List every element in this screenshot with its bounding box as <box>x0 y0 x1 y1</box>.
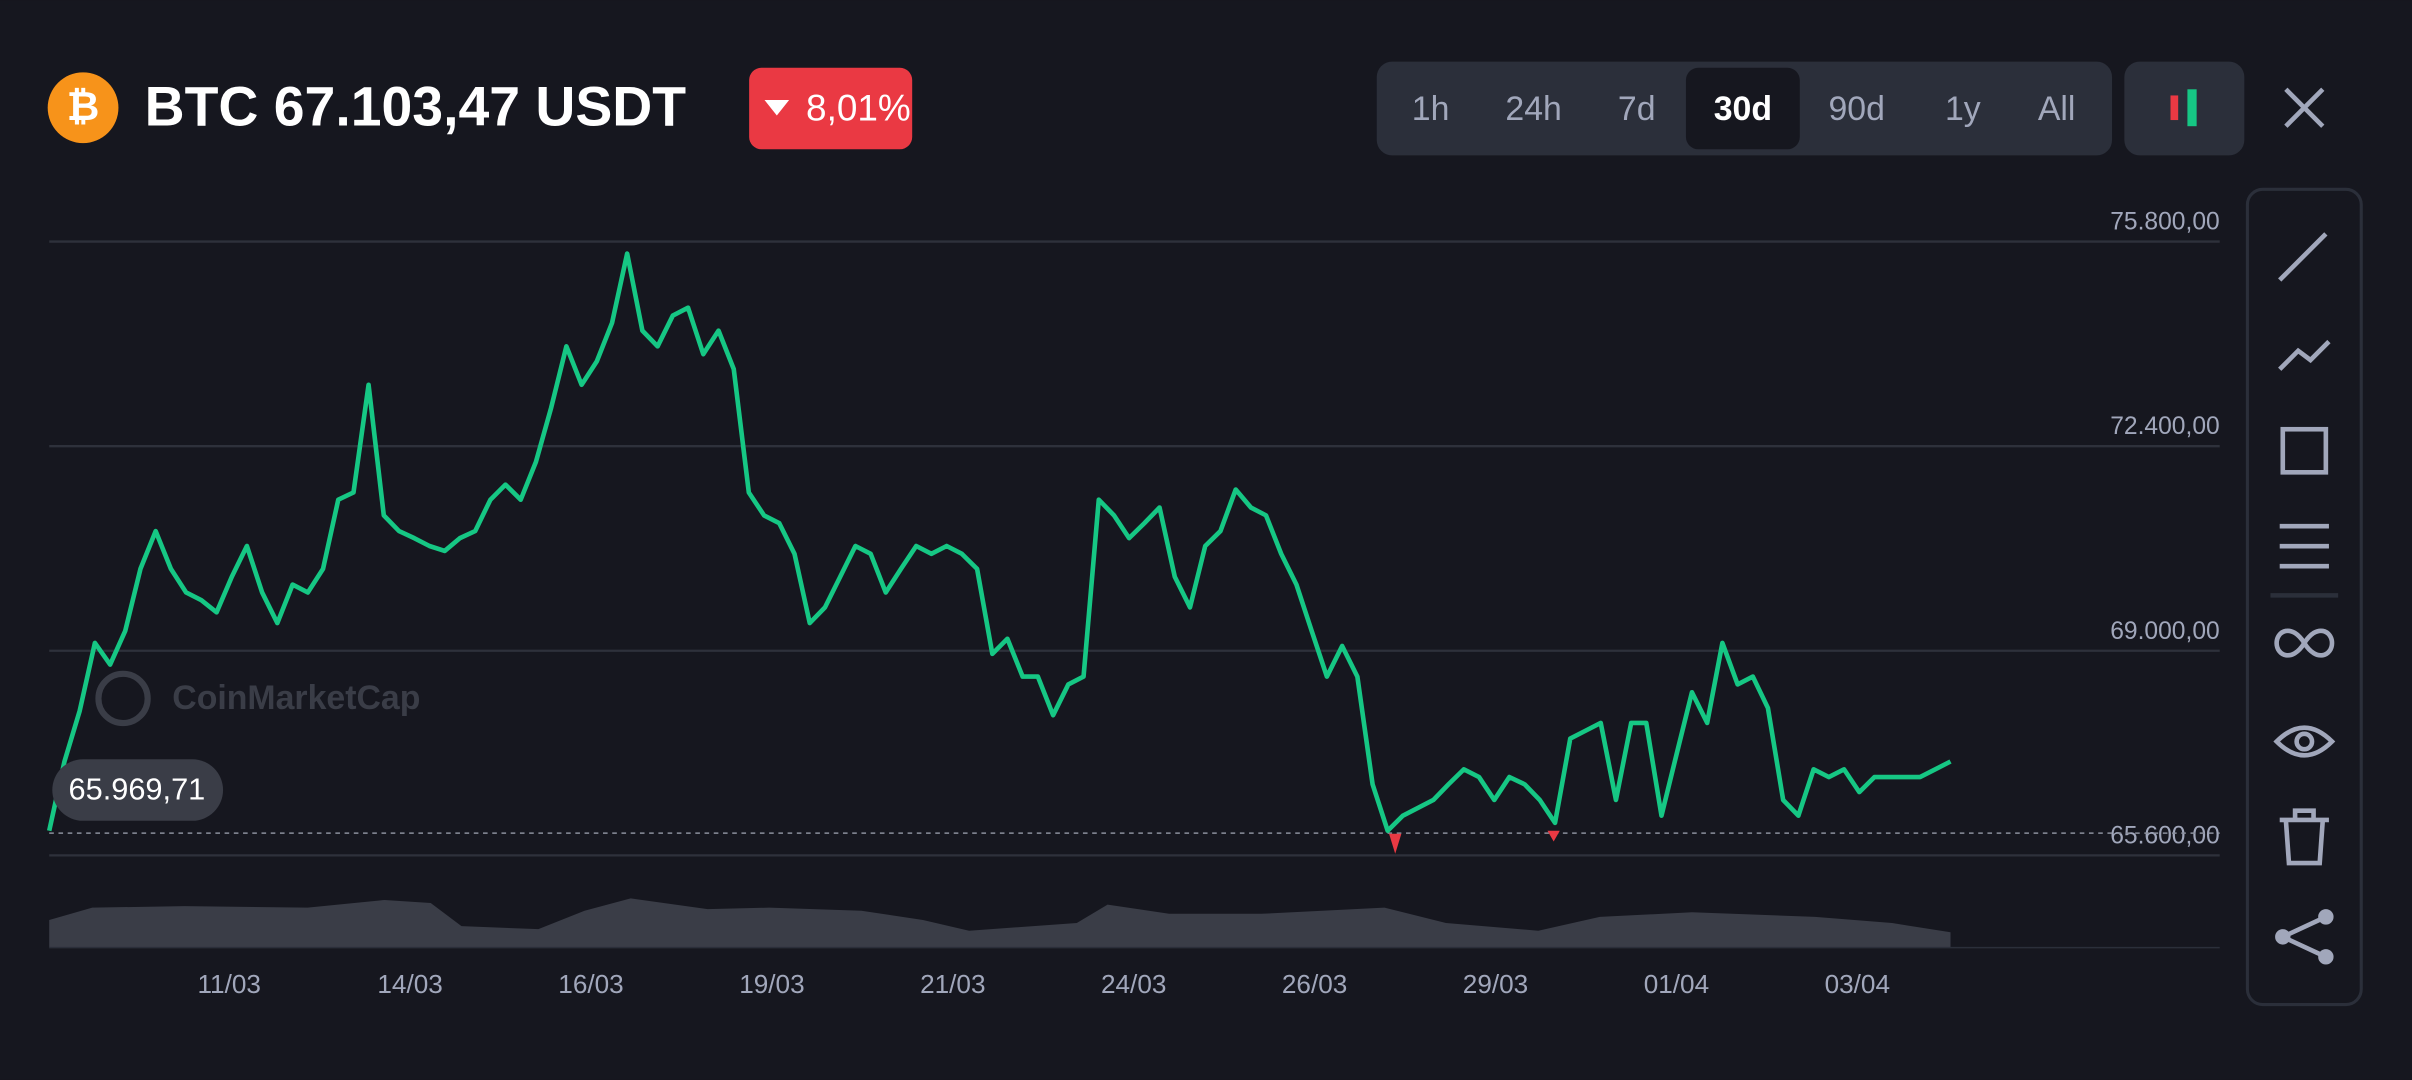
candle-icon <box>2187 89 2197 127</box>
x-tick-label: 24/03 <box>1101 969 1166 999</box>
change-badge <box>749 67 913 150</box>
close-button[interactable] <box>2284 87 2325 128</box>
range-button[interactable]: 30d <box>1714 90 1772 128</box>
tool-line[interactable] <box>2278 232 2328 282</box>
range-button[interactable]: 1h <box>1412 90 1450 128</box>
chart-type-button[interactable] <box>2124 61 2245 156</box>
dot <box>2318 949 2334 965</box>
x-tick-label: 03/04 <box>1825 969 1890 999</box>
y-tick-label: 65.600,00 <box>2110 822 2219 849</box>
dot <box>2275 929 2291 945</box>
dot <box>2318 909 2334 925</box>
x-tick-label: 19/03 <box>739 969 804 999</box>
range-active <box>1685 67 1800 150</box>
y-tick-label: 72.400,00 <box>2110 413 2219 440</box>
toolbar-icons <box>2270 232 2339 959</box>
x-tick-label: 01/04 <box>1644 969 1709 999</box>
coin-icon <box>47 72 119 144</box>
share-dots <box>2275 909 2334 965</box>
candle-icon <box>2170 95 2179 121</box>
range-button[interactable]: 7d <box>1618 90 1656 128</box>
range-buttons: 1h 24h 7d 30d 90d 1y All <box>1412 67 2076 150</box>
x-tick-label: 16/03 <box>558 969 623 999</box>
watermark-logo <box>95 670 151 727</box>
x-tick-label: 21/03 <box>920 969 985 999</box>
change-text: 8,01% <box>806 88 911 129</box>
volume-area <box>49 898 1951 948</box>
x-tick-label: 26/03 <box>1282 969 1347 999</box>
price-line <box>46 251 1952 834</box>
y-tick-label: 69.000,00 <box>2110 618 2219 645</box>
tool-magnet[interactable] <box>2274 628 2335 658</box>
coin-symbol: ₿ <box>67 85 100 129</box>
x-tick-label: 14/03 <box>377 969 442 999</box>
range-button[interactable]: All <box>2038 90 2076 128</box>
price-title: BTC 67.103,47 USDT <box>145 75 687 137</box>
tool-polyline[interactable] <box>2278 339 2331 371</box>
tool-delete[interactable] <box>2279 808 2329 866</box>
range-button[interactable]: 1y <box>1945 90 1981 128</box>
current-price-label: 65.969,71 <box>68 772 205 807</box>
y-tick-label: 75.800,00 <box>2110 209 2219 236</box>
tool-fib[interactable] <box>2279 523 2329 569</box>
plot: 75.800,00 72.400,00 69.000,00 65.600,00 11/0… <box>46 209 2220 999</box>
down-arrow <box>764 100 790 116</box>
tool-eye[interactable] <box>2273 725 2336 758</box>
tool-eye-pupil <box>2294 731 2315 752</box>
range-button[interactable]: 90d <box>1828 90 1884 128</box>
range-button[interactable]: 24h <box>1505 90 1561 128</box>
x-tick-label: 29/03 <box>1463 969 1528 999</box>
watermark: CoinMarketCap <box>172 679 420 717</box>
tool-rect[interactable] <box>2280 426 2329 475</box>
current-price-pill <box>52 759 224 821</box>
x-tick-label: 11/03 <box>197 969 260 999</box>
